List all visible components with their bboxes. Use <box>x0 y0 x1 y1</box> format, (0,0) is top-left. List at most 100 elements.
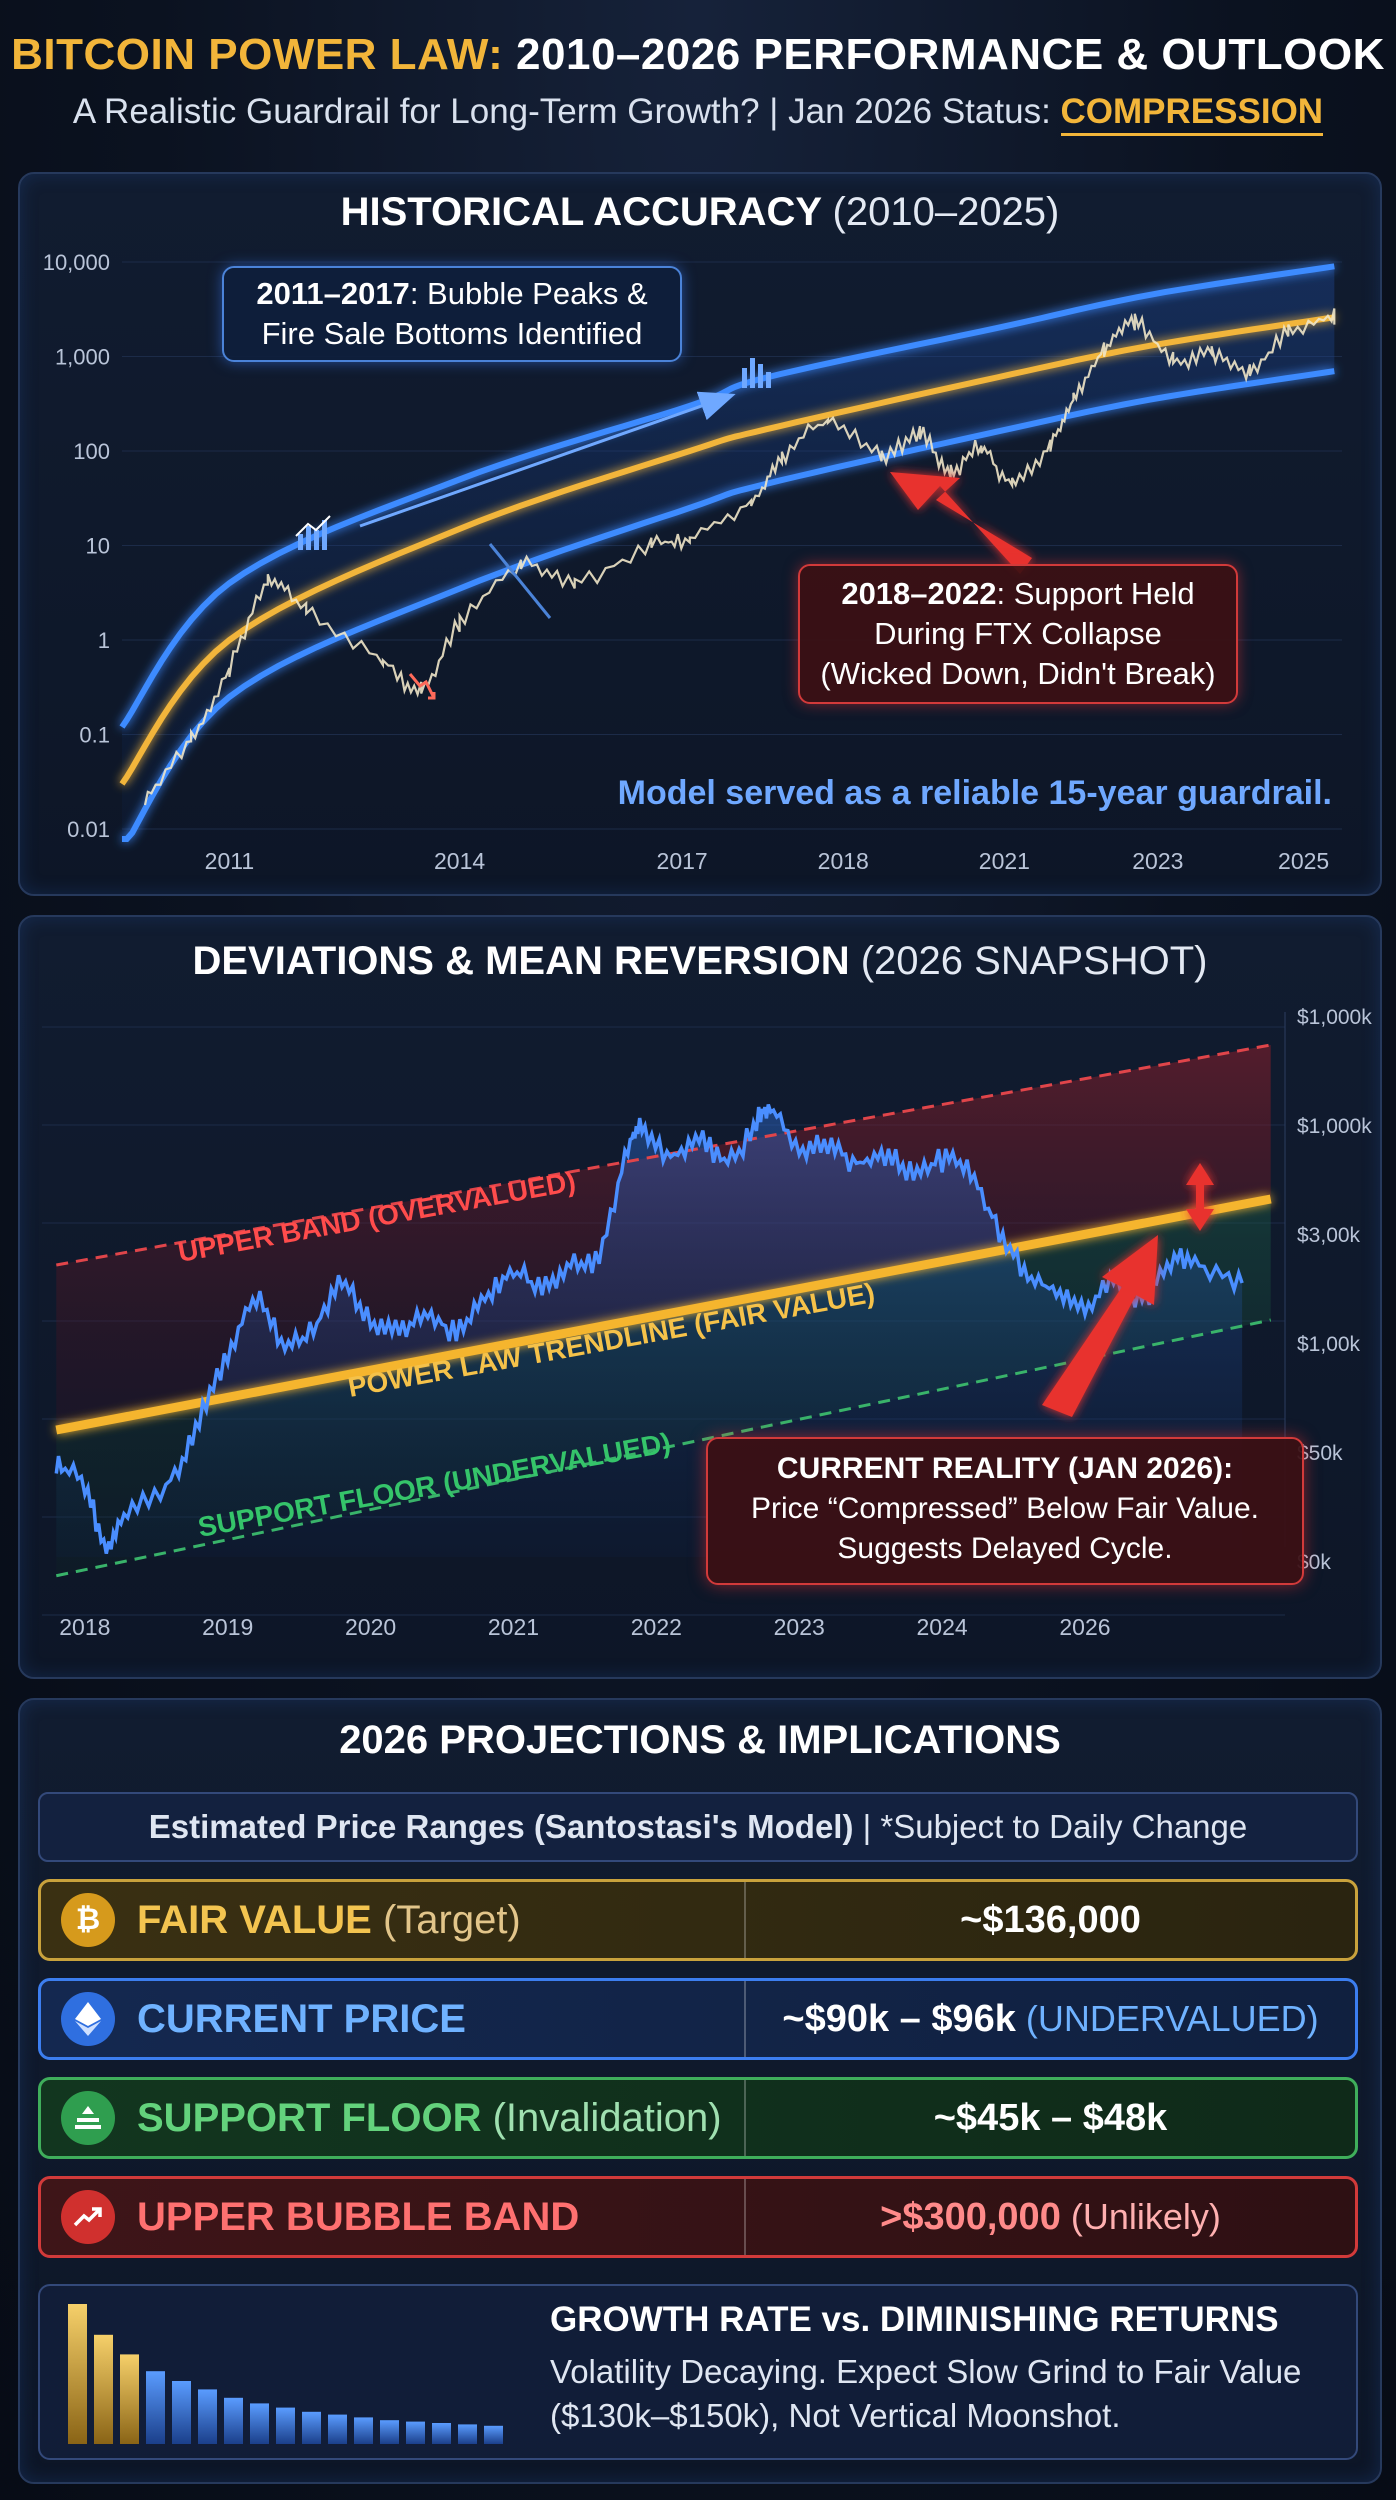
subtitle-text: A Realistic Guardrail for Long-Term Grow… <box>72 92 1051 131</box>
growth-bar <box>354 2417 373 2444</box>
chart1-y-tick: 0.01 <box>67 817 110 842</box>
chart1-x-tick: 2023 <box>1132 848 1183 874</box>
callout-line1: CURRENT REALITY (JAN 2026): <box>776 1452 1234 1485</box>
growth-line2: ($130k–$150k), Not Vertical Moonshot. <box>550 2397 1121 2434</box>
chart2-x-tick: 2021 <box>488 1614 539 1640</box>
bubble-callout-text1: : Bubble Peaks & <box>409 276 648 311</box>
growth-bar <box>276 2407 295 2444</box>
current-price-red-arrow <box>1042 1235 1158 1417</box>
price-line <box>54 1103 1244 1554</box>
bubble-callout-pointer <box>488 543 552 619</box>
header: BITCOIN POWER LAW: 2010–2026 PERFORMANCE… <box>0 30 1396 136</box>
overvalued-band-line <box>56 1043 1271 1267</box>
chart1-band-fill <box>122 266 1335 839</box>
chart1-y-tick: 0.1 <box>79 723 110 748</box>
title-rest: 2010–2026 PERFORMANCE & OUTLOOK <box>516 30 1385 79</box>
growth-bar <box>120 2354 139 2444</box>
chart2-x-tick: 2018 <box>59 1614 110 1640</box>
fair-value-label-cell: ₿ FAIR VALUE (Target) <box>41 1882 746 1958</box>
chart1-y-tick: 1,000 <box>55 345 110 370</box>
projections-title: 2026 PROJECTIONS & IMPLICATIONS <box>339 1718 1061 1762</box>
upper-band-note: (Unlikely) <box>1060 2195 1221 2237</box>
support-red-arrow <box>890 472 1032 574</box>
chart1-x-tick: 2021 <box>979 848 1030 874</box>
growth-title: GROWTH RATE vs. DIMINISHING RETURNS <box>550 2300 1279 2339</box>
growth-description: Volatility Decaying. Expect Slow Grind t… <box>550 2350 1301 2438</box>
support-callout-bold: 2018–2022 <box>841 576 997 611</box>
floor-icon <box>61 2091 115 2145</box>
chart1-y-tick: 100 <box>73 439 110 464</box>
projections-caption: Estimated Price Ranges (Santostasi's Mod… <box>38 1792 1358 1862</box>
chart2-x-axis: 2018 2019 2020 2021 2022 2023 2024 2026 <box>59 1614 1110 1640</box>
chart1-x-tick: 2017 <box>657 848 708 874</box>
compression-arrow-icon <box>1186 1163 1214 1231</box>
current-reality-callout: CURRENT REALITY (JAN 2026): Price “Compr… <box>706 1437 1304 1585</box>
current-price-note: (UNDERVALUED) <box>1015 1997 1319 2039</box>
chart2-series <box>54 1043 1272 1578</box>
current-price-label-cell: CURRENT PRICE <box>41 1981 746 2057</box>
page-title: BITCOIN POWER LAW: 2010–2026 PERFORMANCE… <box>0 30 1396 80</box>
chart2-y-tick: $0k <box>1297 1551 1331 1574</box>
fair-value-label: FAIR VALUE (Target) <box>137 1898 521 1943</box>
support-callout-text3: (Wicked Down, Didn't Break) <box>820 656 1216 691</box>
bubble-chart-icon <box>295 515 331 550</box>
current-price-row: CURRENT PRICE ~$90k – $96k (UNDERVALUED) <box>38 1978 1358 2060</box>
fair-value-label-main: FAIR VALUE <box>137 1897 372 1942</box>
growth-bar <box>146 2371 165 2444</box>
support-floor-label-cell: SUPPORT FLOOR (Invalidation) <box>41 2080 746 2156</box>
chart1-title: HISTORICAL ACCURACY (2010–2025) <box>20 190 1380 235</box>
growth-bar <box>198 2389 217 2444</box>
current-price-value: ~$90k – $96k (UNDERVALUED) <box>746 1998 1355 2041</box>
price-line <box>143 308 1336 806</box>
growth-bar <box>406 2421 425 2444</box>
fair-value-label-sub: (Target) <box>371 1897 521 1942</box>
upper-band-row: UPPER BUBBLE BAND >$300,000 (Unlikely) <box>38 2176 1358 2258</box>
chart2-x-tick: 2024 <box>917 1614 968 1640</box>
bitcoin-icon: ₿ <box>61 1893 115 1947</box>
support-held-callout: 2018–2022: Support Held During FTX Colla… <box>798 564 1238 704</box>
chart2-x-tick: 2026 <box>1059 1614 1110 1640</box>
growth-bar <box>302 2411 321 2444</box>
support-floor-amount: ~$45k – $48k <box>933 2096 1168 2139</box>
chart1-x-tick: 2025 <box>1278 848 1329 874</box>
callout-line2: Price “Compressed” Below Fair Value. <box>751 1492 1259 1525</box>
current-price-label: CURRENT PRICE <box>137 1997 466 2042</box>
upper-band-label-main: UPPER BUBBLE BAND <box>137 2194 580 2239</box>
growth-bar <box>250 2403 269 2444</box>
bubble-peaks-callout: 2011–2017: Bubble Peaks & Fire Sale Bott… <box>222 266 682 362</box>
bubble-trend-arrow <box>359 391 736 528</box>
projections-panel: 2026 PROJECTIONS & IMPLICATIONS Estimate… <box>18 1698 1382 2484</box>
chart1-title-suffix: (2010–2025) <box>832 190 1060 234</box>
caption-rest: | *Subject to Daily Change <box>853 1808 1248 1845</box>
historical-accuracy-panel: HISTORICAL ACCURACY (2010–2025) 10,000 1,… <box>18 172 1382 896</box>
chart1-x-tick: 2014 <box>434 848 485 874</box>
chart2-title-main: DEVIATIONS & MEAN REVERSION <box>192 939 850 983</box>
peak-chart-icon <box>742 358 771 388</box>
support-floor-label: SUPPORT FLOOR (Invalidation) <box>137 2096 722 2141</box>
growth-bar <box>224 2397 243 2444</box>
chart2-x-tick: 2019 <box>202 1614 253 1640</box>
upper-band-value: >$300,000 (Unlikely) <box>746 2196 1355 2239</box>
chart2-y-tick: $1,00k <box>1297 1333 1361 1356</box>
bubble-callout-bold: 2011–2017 <box>256 276 410 311</box>
support-callout-text2: During FTX Collapse <box>874 616 1162 651</box>
growth-bar <box>380 2420 399 2444</box>
support-floor-label-main: SUPPORT FLOOR <box>137 2095 482 2140</box>
crash-icon <box>408 673 436 700</box>
chart2-y-axis: $1,000k $1,000k $3,00k $1,00k $50k $0k <box>1297 1006 1372 1574</box>
fair-value-amount: ~$136,000 <box>960 1898 1141 1941</box>
support-callout-text1: : Support Held <box>996 576 1195 611</box>
trend-up-icon <box>61 2190 115 2244</box>
power-law-trendline <box>119 314 1335 786</box>
chart2-title: DEVIATIONS & MEAN REVERSION (2026 SNAPSH… <box>20 939 1380 984</box>
growth-bar <box>328 2414 347 2444</box>
support-floor-value: ~$45k – $48k <box>746 2097 1355 2140</box>
growth-bar <box>458 2424 477 2444</box>
status-badge: COMPRESSION <box>1060 92 1324 136</box>
upper-band-label: UPPER BUBBLE BAND <box>137 2195 579 2240</box>
chart2-x-tick: 2023 <box>774 1614 825 1640</box>
chart1-y-tick: 10,000 <box>43 250 110 275</box>
growth-bar <box>172 2381 191 2444</box>
growth-line1: Volatility Decaying. Expect Slow Grind t… <box>550 2353 1302 2390</box>
bubble-callout-text2: Fire Sale Bottoms Identified <box>261 316 643 351</box>
